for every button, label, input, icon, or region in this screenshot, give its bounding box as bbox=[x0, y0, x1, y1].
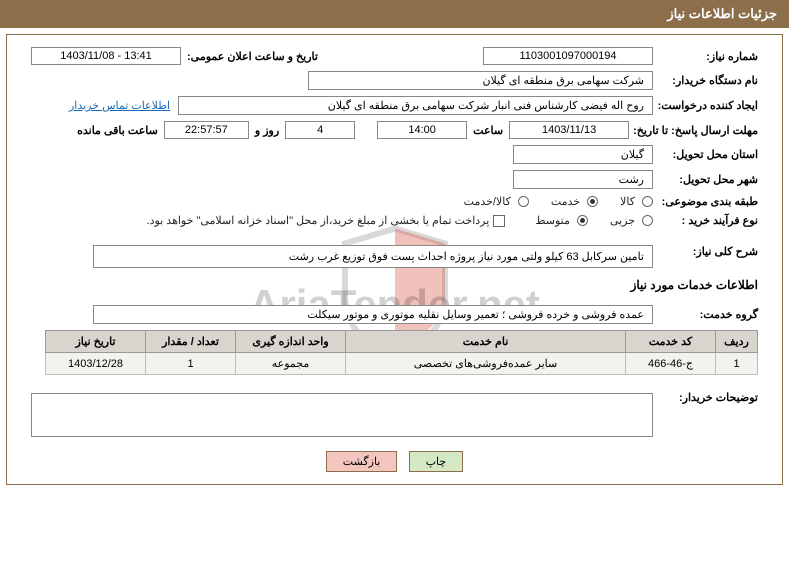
td-row: 1 bbox=[716, 353, 758, 375]
city-label: شهر محل تحویل: bbox=[653, 173, 758, 186]
process-partial-radio[interactable]: جزیی bbox=[610, 214, 653, 227]
service-group-label: گروه خدمت: bbox=[653, 308, 758, 321]
table-header-row: ردیف کد خدمت نام خدمت واحد اندازه گیری ت… bbox=[46, 331, 758, 353]
payment-note: پرداخت تمام یا بخشی از مبلغ خرید،از محل … bbox=[147, 214, 490, 227]
announce-datetime-label: تاریخ و ساعت اعلان عمومی: bbox=[181, 50, 324, 63]
page-title: جزئیات اطلاعات نیاز bbox=[667, 6, 777, 21]
city-value: رشت bbox=[513, 170, 653, 189]
back-button[interactable]: بازگشت bbox=[326, 451, 398, 472]
deadline-time-value: 14:00 bbox=[377, 121, 467, 139]
td-name: سایر عمده‌فروشی‌های تخصصی bbox=[346, 353, 626, 375]
announce-datetime-value: 13:41 - 1403/11/08 bbox=[31, 47, 181, 65]
process-label: نوع فرآیند خرید : bbox=[653, 214, 758, 227]
need-number-value: 1103001097000194 bbox=[483, 47, 653, 65]
page-header: جزئیات اطلاعات نیاز bbox=[0, 0, 789, 28]
service-group-value: عمده فروشی و خرده فروشی ؛ تعمیر وسایل نق… bbox=[93, 305, 653, 324]
td-unit: مجموعه bbox=[236, 353, 346, 375]
deadline-date-value: 1403/11/13 bbox=[509, 121, 629, 139]
th-date: تاریخ نیاز bbox=[46, 331, 146, 353]
buyer-org-label: نام دستگاه خریدار: bbox=[653, 74, 758, 87]
td-code: ج-46-466 bbox=[626, 353, 716, 375]
th-row: ردیف bbox=[716, 331, 758, 353]
form-container: AriaTender.net شماره نیاز: 1103001097000… bbox=[6, 34, 783, 485]
buyer-notes-textarea[interactable] bbox=[31, 393, 653, 437]
th-code: کد خدمت bbox=[626, 331, 716, 353]
payment-checkbox[interactable] bbox=[493, 215, 505, 227]
th-name: نام خدمت bbox=[346, 331, 626, 353]
category-goods-label: کالا bbox=[620, 195, 635, 208]
province-label: استان محل تحویل: bbox=[653, 148, 758, 161]
category-goods-service-label: کالا/خدمت bbox=[464, 195, 511, 208]
days-value: 4 bbox=[285, 121, 355, 139]
description-value: تامین سرکابل 63 کیلو ولتی مورد نیاز پروژ… bbox=[93, 245, 653, 268]
service-section-title: اطلاعات خدمات مورد نیاز bbox=[31, 278, 758, 292]
print-button[interactable]: چاپ bbox=[409, 451, 464, 472]
contact-link[interactable]: اطلاعات تماس خریدار bbox=[69, 99, 170, 112]
category-goods-service-radio[interactable]: کالا/خدمت bbox=[464, 195, 529, 208]
time-label: ساعت bbox=[467, 124, 509, 137]
category-goods-radio[interactable]: کالا bbox=[620, 195, 653, 208]
table-row: 1 ج-46-466 سایر عمده‌فروشی‌های تخصصی مجم… bbox=[46, 353, 758, 375]
td-date: 1403/12/28 bbox=[46, 353, 146, 375]
category-service-label: خدمت bbox=[551, 195, 580, 208]
service-table: ردیف کد خدمت نام خدمت واحد اندازه گیری ت… bbox=[45, 330, 758, 375]
province-value: گیلان bbox=[513, 145, 653, 164]
category-service-radio[interactable]: خدمت bbox=[551, 195, 598, 208]
requester-label: ایجاد کننده درخواست: bbox=[653, 99, 758, 112]
process-medium-label: متوسط bbox=[535, 214, 570, 227]
countdown-value: 22:57:57 bbox=[164, 121, 249, 139]
th-unit: واحد اندازه گیری bbox=[236, 331, 346, 353]
td-qty: 1 bbox=[146, 353, 236, 375]
days-label: روز و bbox=[249, 124, 285, 137]
button-row: چاپ بازگشت bbox=[31, 451, 758, 472]
requester-value: روح اله فیضی کارشناس فنی انبار شرکت سهام… bbox=[178, 96, 653, 115]
buyer-notes-label: توضیحات خریدار: bbox=[653, 391, 758, 404]
th-qty: تعداد / مقدار bbox=[146, 331, 236, 353]
need-number-label: شماره نیاز: bbox=[653, 50, 758, 63]
category-label: طبقه بندی موضوعی: bbox=[653, 195, 758, 208]
buyer-org-value: شرکت سهامی برق منطقه ای گیلان bbox=[308, 71, 653, 90]
deadline-label: مهلت ارسال پاسخ: تا تاریخ: bbox=[629, 124, 758, 137]
process-partial-label: جزیی bbox=[610, 214, 635, 227]
remaining-label: ساعت باقی مانده bbox=[71, 124, 164, 137]
process-medium-radio[interactable]: متوسط bbox=[535, 214, 588, 227]
description-label: شرح کلی نیاز: bbox=[653, 245, 758, 258]
